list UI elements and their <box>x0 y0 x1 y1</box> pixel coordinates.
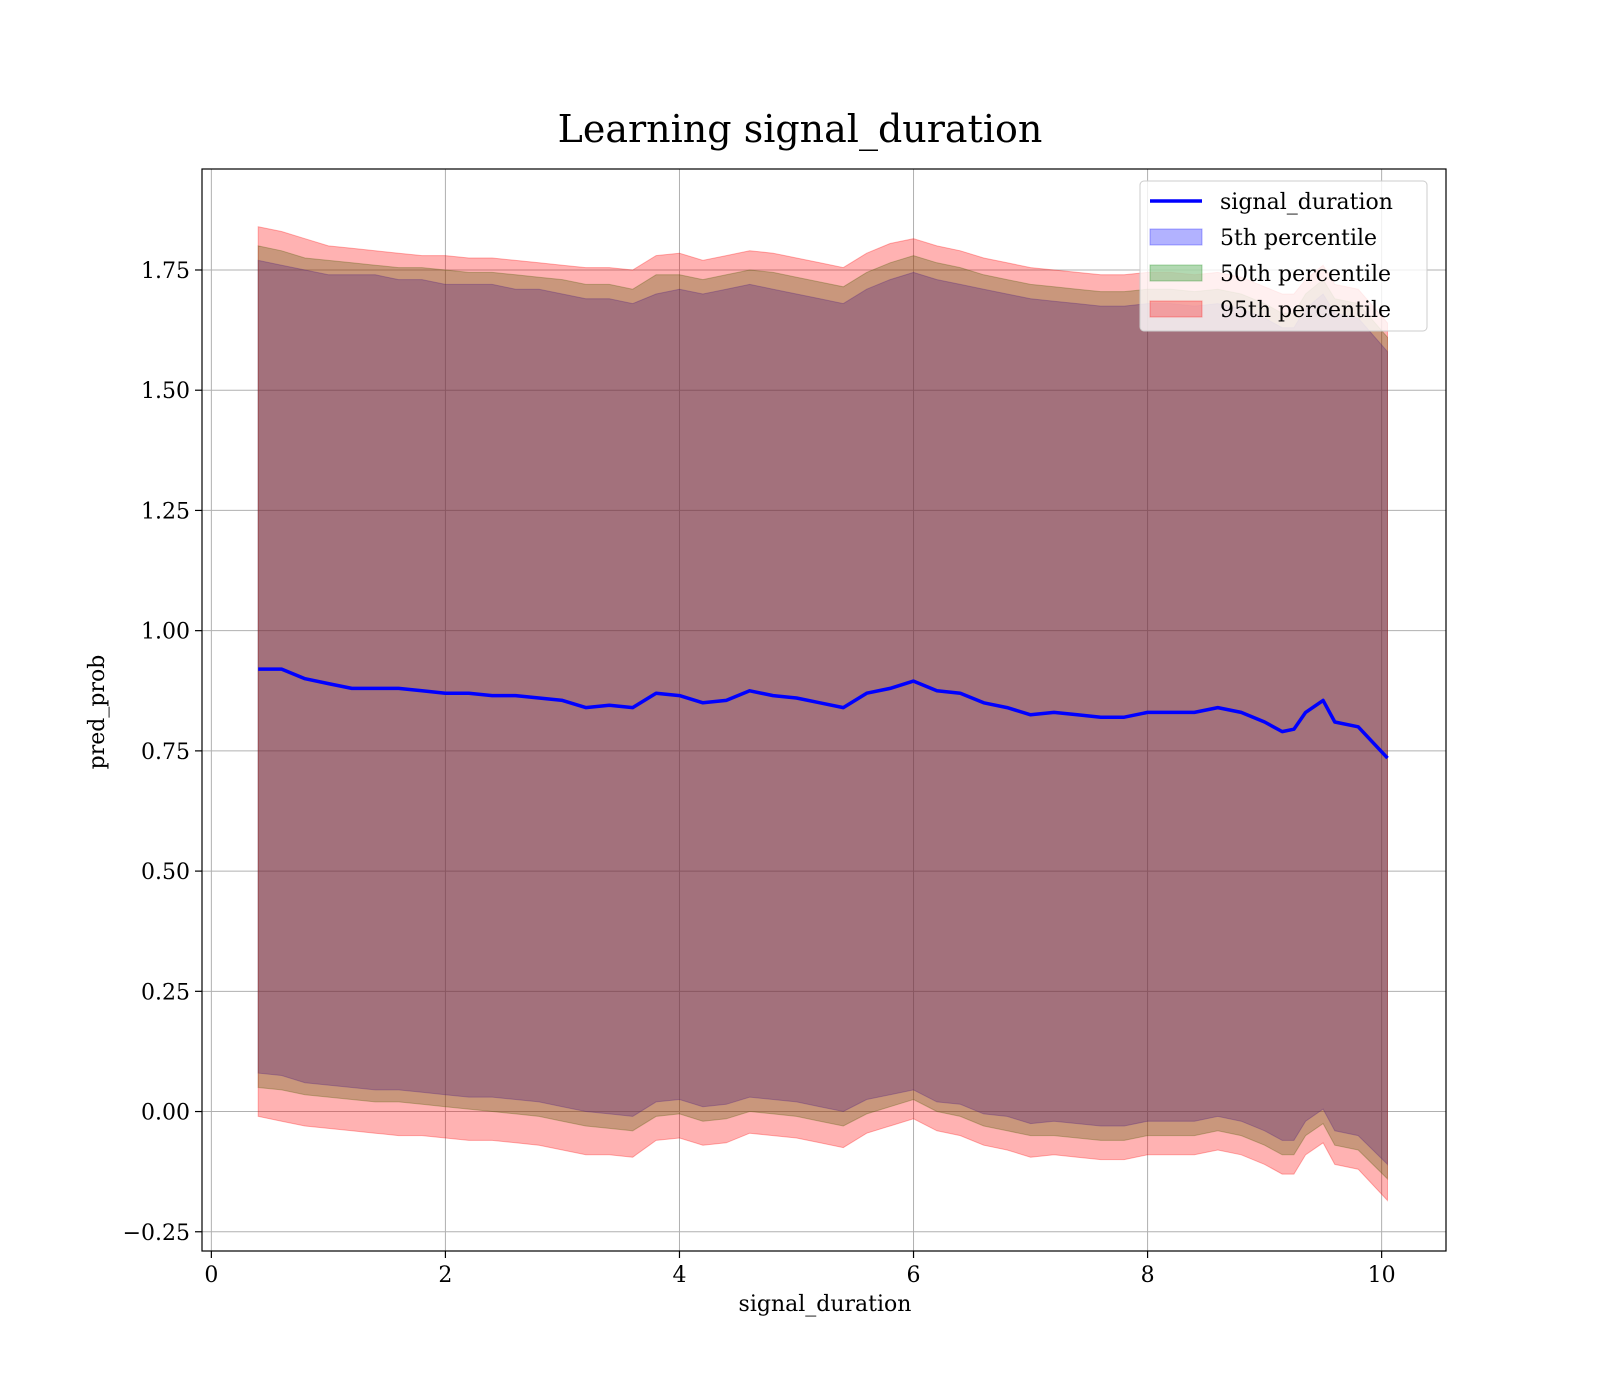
y-tick-label: 1.50 <box>141 379 190 404</box>
x-axis-label: signal_duration <box>739 1292 912 1317</box>
y-tick-label: −0.25 <box>123 1221 190 1246</box>
legend-entry-label: 5th percentile <box>1220 226 1377 251</box>
band-95th-percentile <box>257 226 1388 1202</box>
y-tick-label: 0.50 <box>141 860 190 885</box>
y-tick-label: 0.25 <box>141 980 190 1005</box>
percentile-bands <box>257 226 1388 1202</box>
y-axis-label: pred_prob <box>85 655 110 770</box>
legend: signal_duration 5th percentile 50th percen… <box>1139 180 1428 332</box>
x-tick-label: 0 <box>204 1263 218 1288</box>
band-50th-percentile <box>257 245 1388 1181</box>
legend-patch-swatch <box>1149 300 1203 318</box>
legend-entry-label: 50th percentile <box>1220 262 1391 287</box>
axis-ticks: 0 2 4 6 8 10 −0.25 0.00 0.25 0.50 0.75 1.00 1.25 1.50… <box>123 259 1396 1288</box>
legend-patch-swatch <box>1149 228 1203 246</box>
legend-patch-swatch <box>1149 264 1203 282</box>
legend-box <box>1139 180 1428 332</box>
x-tick-label: 2 <box>438 1263 452 1288</box>
x-tick-label: 4 <box>672 1263 686 1288</box>
y-tick-label: 1.00 <box>141 620 190 645</box>
y-tick-label: 1.75 <box>141 259 190 284</box>
series-line-signal_duration <box>258 667 1389 760</box>
band-5th-percentile <box>257 259 1388 1166</box>
axes-frame <box>201 168 1447 1252</box>
x-tick-label: 6 <box>907 1263 921 1288</box>
chart-title: Learning signal_duration <box>558 107 1043 152</box>
legend-entry-label: 95th percentile <box>1220 298 1391 323</box>
x-tick-label: 8 <box>1141 1263 1155 1288</box>
legend-entry-label: signal_duration <box>1220 190 1393 215</box>
series-lines <box>258 667 1389 760</box>
y-tick-label: 1.25 <box>141 499 190 524</box>
y-tick-label: 0.00 <box>141 1101 190 1126</box>
grid <box>202 169 1446 1251</box>
y-tick-label: 0.75 <box>141 740 190 765</box>
x-tick-label: 10 <box>1368 1263 1396 1288</box>
